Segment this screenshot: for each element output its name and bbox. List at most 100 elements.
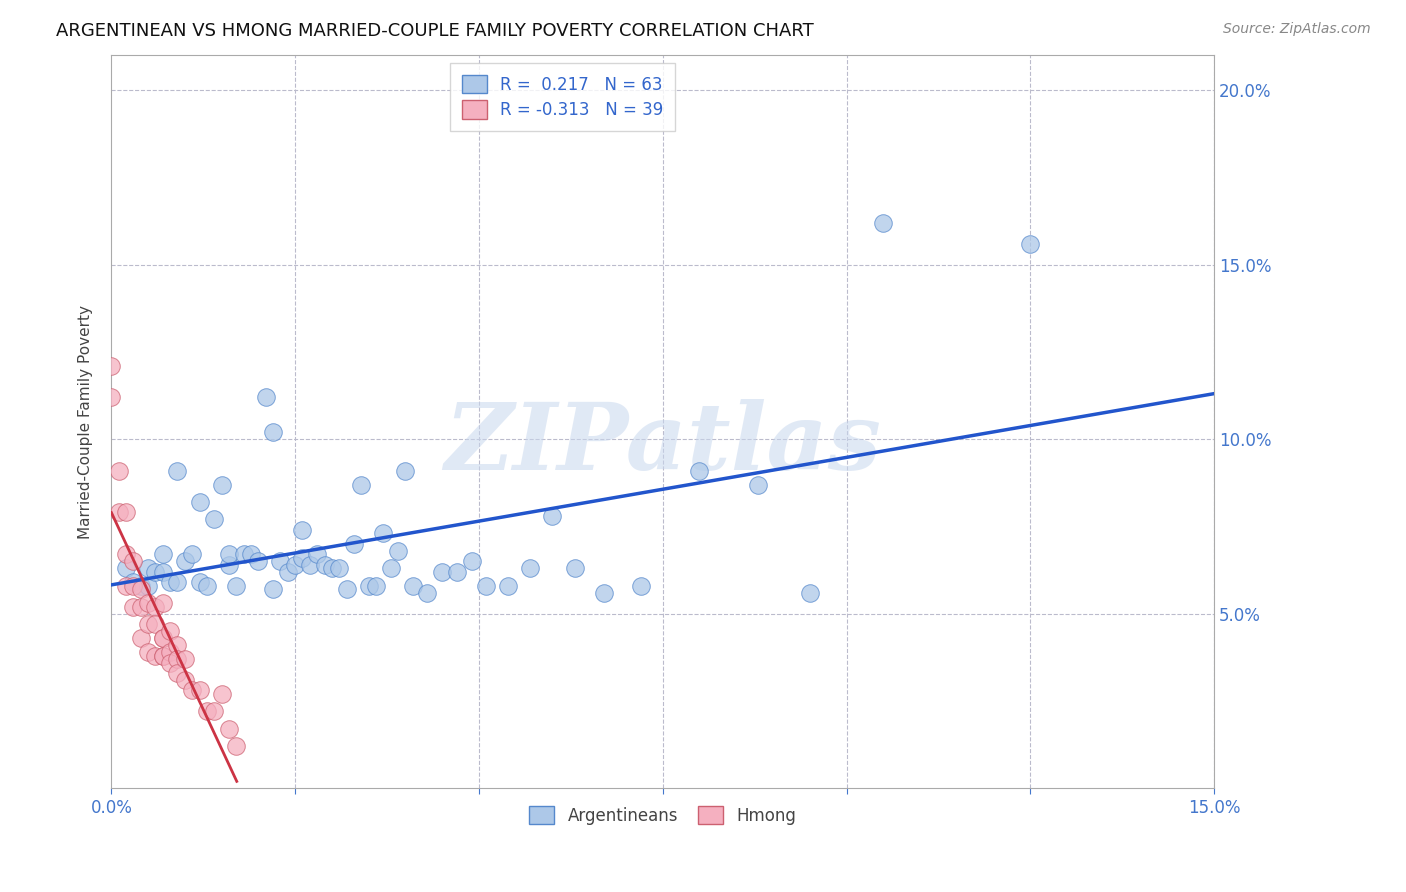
Point [519,561,541,575]
Point [350,477,373,491]
Point [188,495,211,509]
Point [387,544,409,558]
Point [402,579,425,593]
Point [564,561,586,575]
Point [181,547,204,561]
Point [689,464,711,478]
Point [307,547,329,561]
Point [262,425,284,439]
Point [181,683,204,698]
Point [747,477,769,491]
Point [173,673,195,687]
Point [321,561,343,575]
Point [291,550,314,565]
Point [129,582,152,597]
Point [541,508,564,523]
Point [277,565,299,579]
Point [336,582,359,597]
Point [202,512,225,526]
Point [159,575,181,590]
Point [152,631,174,645]
Point [166,575,188,590]
Point [159,645,181,659]
Point [357,579,380,593]
Point [136,645,159,659]
Point [107,505,129,519]
Point [100,390,122,404]
Text: ARGENTINEAN VS HMONG MARRIED-COUPLE FAMILY POVERTY CORRELATION CHART: ARGENTINEAN VS HMONG MARRIED-COUPLE FAMI… [56,22,814,40]
Point [240,547,263,561]
Point [314,558,336,572]
Point [195,705,218,719]
Point [159,624,181,639]
Point [475,579,498,593]
Point [394,464,416,478]
Point [136,617,159,632]
Point [211,687,233,701]
Point [136,579,159,593]
Point [115,561,138,575]
Point [247,554,270,568]
Point [380,561,402,575]
Point [799,585,821,599]
Point [152,648,174,663]
Text: Source: ZipAtlas.com: Source: ZipAtlas.com [1223,22,1371,37]
Point [129,579,152,593]
Point [173,652,195,666]
Point [145,648,167,663]
Point [107,464,129,478]
Point [1019,236,1042,251]
Point [122,575,145,590]
Point [166,464,188,478]
Point [166,652,188,666]
Point [159,656,181,670]
Point [145,565,167,579]
Point [152,596,174,610]
Point [232,547,254,561]
Point [122,599,145,614]
Point [188,683,211,698]
Point [218,547,240,561]
Point [152,565,174,579]
Point [145,599,167,614]
Point [100,359,122,373]
Point [225,739,247,754]
Point [430,565,453,579]
Point [416,585,439,599]
Point [446,565,468,579]
Point [328,561,350,575]
Point [145,617,167,632]
Point [218,558,240,572]
Point [173,554,195,568]
Point [291,523,314,537]
Point [225,579,247,593]
Point [373,526,395,541]
Point [364,579,387,593]
Point [115,547,138,561]
Point [188,575,211,590]
Point [129,631,152,645]
Point [195,579,218,593]
Point [122,554,145,568]
Point [166,665,188,680]
Point [122,579,145,593]
Point [460,554,482,568]
Text: ZIPatlas: ZIPatlas [444,399,882,489]
Point [136,596,159,610]
Y-axis label: Married-Couple Family Poverty: Married-Couple Family Poverty [79,305,93,539]
Point [262,582,284,597]
Point [269,554,291,568]
Point [202,705,225,719]
Point [218,722,240,736]
Point [129,599,152,614]
Point [284,558,307,572]
Point [152,631,174,645]
Point [152,547,174,561]
Point [136,561,159,575]
Point [115,579,138,593]
Legend: Argentineans, Hmong: Argentineans, Hmong [523,799,803,831]
Point [152,648,174,663]
Point [166,638,188,652]
Point [630,579,652,593]
Point [872,216,894,230]
